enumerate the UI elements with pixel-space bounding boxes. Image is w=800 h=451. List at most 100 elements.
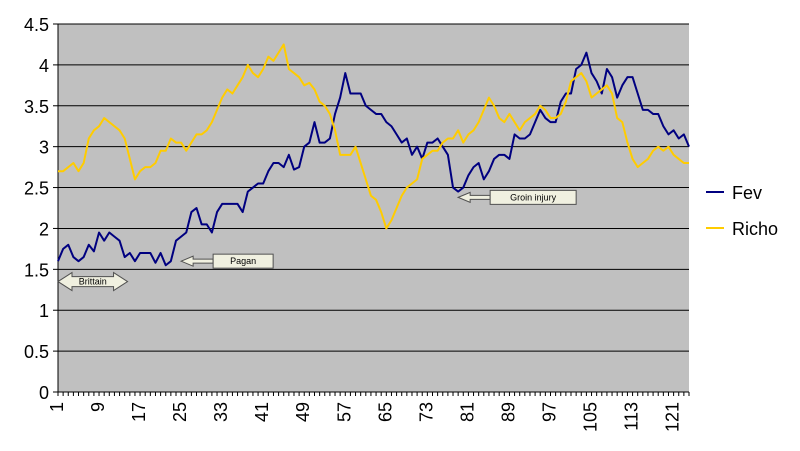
data-point <box>596 80 598 82</box>
data-point <box>334 129 336 131</box>
data-point <box>462 142 464 144</box>
data-point <box>257 76 259 78</box>
data-point <box>514 133 516 135</box>
data-point <box>570 80 572 82</box>
data-point <box>103 240 105 242</box>
data-point <box>601 93 603 95</box>
data-point <box>231 93 233 95</box>
data-point <box>170 137 172 139</box>
y-tick-label-0: 0 <box>39 383 49 403</box>
data-point <box>344 154 346 156</box>
data-point <box>493 158 495 160</box>
series-line-fev <box>57 51 690 267</box>
annotation-label: Groin injury <box>510 192 557 202</box>
data-point <box>591 97 593 99</box>
data-point <box>544 109 546 111</box>
data-point <box>683 133 685 135</box>
data-point <box>78 260 80 262</box>
data-point <box>283 43 285 45</box>
data-point <box>488 97 490 99</box>
data-point <box>267 56 269 58</box>
data-point <box>488 170 490 172</box>
data-point <box>575 76 577 78</box>
data-point <box>108 232 110 234</box>
data-point <box>206 129 208 131</box>
data-point <box>196 133 198 135</box>
data-point <box>119 240 121 242</box>
data-point <box>226 88 228 90</box>
data-point <box>298 76 300 78</box>
data-point <box>396 133 398 135</box>
data-point <box>175 142 177 144</box>
data-point <box>216 109 218 111</box>
data-point <box>355 146 357 148</box>
axes: 0 0.5 1 1.5 2 2.5 3 3.5 4 4.5 1 9 17 25 33 41 49 57 65 73 81… <box>24 15 690 432</box>
data-point <box>272 162 274 164</box>
annotation-box <box>212 253 274 269</box>
data-point <box>662 125 664 127</box>
data-point <box>375 199 377 201</box>
data-point <box>565 101 567 103</box>
data-point <box>483 178 485 180</box>
data-point <box>662 150 664 152</box>
data-point <box>283 166 285 168</box>
data-point <box>262 182 264 184</box>
data-point <box>539 109 541 111</box>
data-point <box>637 166 639 168</box>
data-point <box>257 182 259 184</box>
data-point <box>534 121 536 123</box>
data-point <box>349 93 351 95</box>
data-point <box>380 113 382 115</box>
data-point <box>231 203 233 205</box>
data-point <box>447 154 449 156</box>
data-point <box>165 264 167 266</box>
annotation-pagan: Pagan <box>179 253 274 269</box>
data-point <box>549 121 551 123</box>
data-point <box>688 146 690 148</box>
data-point <box>473 129 475 131</box>
data-point <box>344 72 346 74</box>
data-point <box>278 162 280 164</box>
data-point <box>154 162 156 164</box>
data-point <box>529 117 531 119</box>
data-point <box>632 158 634 160</box>
data-point <box>365 105 367 107</box>
data-point <box>180 236 182 238</box>
data-point <box>57 170 59 172</box>
data-point <box>365 178 367 180</box>
data-point <box>611 93 613 95</box>
data-point <box>647 158 649 160</box>
data-point <box>580 64 582 66</box>
data-point <box>134 260 136 262</box>
x-tick-label-49: 49 <box>293 402 313 422</box>
data-point <box>524 137 526 139</box>
data-point <box>134 178 136 180</box>
data-point <box>149 252 151 254</box>
data-point <box>560 101 562 103</box>
data-point <box>252 72 254 74</box>
data-point <box>62 170 64 172</box>
data-point <box>632 76 634 78</box>
y-tick-label-0-5: 0.5 <box>24 342 49 362</box>
annotation-groin-injury: Groin injury <box>456 189 577 205</box>
data-point <box>211 121 213 123</box>
data-point <box>390 219 392 221</box>
data-point <box>129 158 131 160</box>
data-point <box>349 154 351 156</box>
data-point <box>139 170 141 172</box>
data-point <box>452 187 454 189</box>
data-point <box>329 137 331 139</box>
data-point <box>601 88 603 90</box>
data-point <box>93 129 95 131</box>
data-point <box>334 113 336 115</box>
data-point <box>411 154 413 156</box>
gridlines <box>58 23 689 352</box>
data-point <box>149 166 151 168</box>
y-tick-label-4-5: 4.5 <box>24 15 49 35</box>
x-tick-label-65: 65 <box>375 402 395 422</box>
data-point <box>416 146 418 148</box>
data-point <box>534 113 536 115</box>
data-point <box>124 256 126 258</box>
data-point <box>591 72 593 74</box>
x-tick-label-81: 81 <box>457 402 477 422</box>
